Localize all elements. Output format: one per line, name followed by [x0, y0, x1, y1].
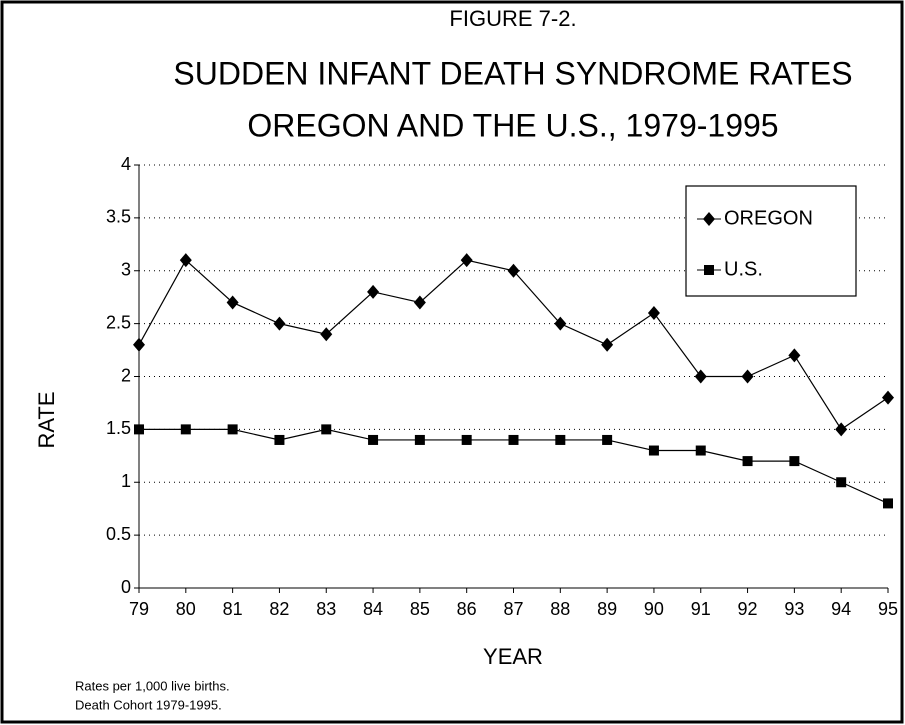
x-tick-label: 80 [176, 599, 196, 619]
data-point [227, 424, 238, 435]
x-tick-label: 85 [410, 599, 430, 619]
x-tick-label: 95 [878, 599, 898, 619]
y-tick-label: 2 [121, 365, 131, 385]
y-tick-label: 3 [121, 260, 131, 280]
data-point [320, 327, 333, 342]
x-tick-label: 86 [457, 599, 477, 619]
y-tick-label: 1.5 [106, 418, 131, 438]
data-point [508, 434, 519, 445]
footnote: Rates per 1,000 live births. [75, 678, 230, 693]
chart-subtitle: SUDDEN INFANT DEATH SYNDROME RATES [173, 55, 852, 91]
data-point [741, 369, 754, 384]
x-tick-label: 83 [316, 599, 336, 619]
x-tick-label: 81 [223, 599, 243, 619]
x-tick-label: 92 [738, 599, 758, 619]
data-point [836, 477, 847, 488]
data-point [461, 434, 472, 445]
chart-subtitle: OREGON AND THE U.S., 1979-1995 [247, 107, 778, 143]
data-point [835, 422, 848, 437]
x-axis-label: YEAR [483, 644, 543, 669]
x-tick-label: 79 [129, 599, 149, 619]
y-tick-label: 3.5 [106, 207, 131, 227]
data-point [413, 295, 426, 310]
legend-label: OREGON [724, 207, 813, 229]
y-tick-label: 0 [121, 577, 131, 597]
x-tick-label: 94 [831, 599, 851, 619]
legend-label: U.S. [724, 258, 763, 280]
data-point [789, 456, 800, 467]
data-point [367, 284, 380, 299]
data-point [555, 434, 566, 445]
y-tick-label: 2.5 [106, 312, 131, 332]
x-tick-label: 88 [550, 599, 570, 619]
data-point [321, 424, 332, 435]
data-point [180, 424, 191, 435]
data-point [507, 263, 520, 278]
chart-title: FIGURE 7-2. [449, 6, 576, 31]
x-tick-label: 91 [691, 599, 711, 619]
y-axis-label: RATE [34, 391, 59, 448]
data-point [133, 337, 145, 352]
data-point [179, 253, 192, 268]
data-point [601, 337, 614, 352]
x-tick-label: 90 [644, 599, 664, 619]
legend-marker [703, 212, 715, 226]
data-point [882, 390, 894, 405]
data-point [273, 316, 286, 331]
footnote: Death Cohort 1979-1995. [75, 697, 222, 712]
y-tick-label: 1 [121, 471, 131, 491]
data-point [695, 445, 706, 456]
y-tick-label: 4 [121, 154, 131, 174]
data-point [694, 369, 707, 384]
data-point [414, 434, 425, 445]
x-tick-label: 89 [597, 599, 617, 619]
data-point [460, 253, 473, 268]
data-point [554, 316, 567, 331]
data-point [648, 445, 659, 456]
data-point [742, 456, 753, 467]
y-tick-label: 0.5 [106, 524, 131, 544]
data-point [274, 434, 285, 445]
data-point [602, 434, 613, 445]
legend-box [685, 185, 857, 297]
legend-marker [704, 265, 714, 275]
x-tick-label: 84 [363, 599, 383, 619]
data-point [788, 348, 801, 363]
data-point [134, 424, 144, 435]
x-tick-label: 82 [269, 599, 289, 619]
data-point [368, 434, 379, 445]
x-tick-label: 93 [784, 599, 804, 619]
data-point [647, 306, 660, 321]
x-tick-label: 87 [503, 599, 523, 619]
data-point [883, 498, 893, 509]
data-point [226, 295, 239, 310]
